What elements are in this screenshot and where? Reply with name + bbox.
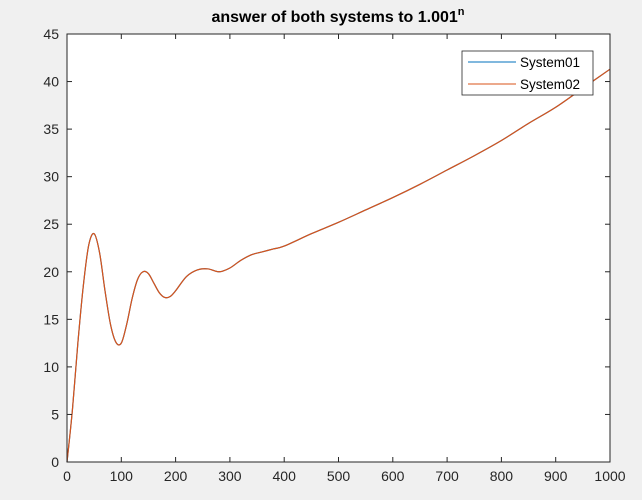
x-tick-label: 700 [435,468,459,484]
y-tick-label: 45 [43,26,59,42]
legend-box [461,50,594,96]
y-tick-label: 15 [43,311,59,327]
chart-title: answer of both systems to 1.001n [211,6,464,26]
y-tick-label: 30 [43,169,59,185]
y-tick-label: 35 [43,121,59,137]
x-axis: 0 100 200 300 400 500 600 700 800 900 1000 [63,34,626,484]
legend-label-system01: System01 [520,55,580,70]
plot-area [66,68,611,463]
axes-background[interactable] [67,34,610,462]
x-tick-label: 400 [273,468,297,484]
y-tick-label: 0 [51,454,59,470]
x-tick-label: 100 [110,468,134,484]
x-tick-label: 200 [164,468,188,484]
x-tick-label: 300 [218,468,242,484]
legend[interactable]: System01 System02 [461,50,594,96]
x-tick-label: 500 [327,468,351,484]
chart-title-text: answer of both systems to 1.001 [211,9,457,26]
x-tick-label: 0 [63,468,71,484]
legend-label-system02: System02 [520,77,580,92]
chart-title-superscript: n [458,6,465,18]
x-tick-label: 1000 [594,468,625,484]
x-tick-label: 900 [544,468,568,484]
y-tick-label: 5 [51,406,59,422]
x-tick-label: 600 [381,468,405,484]
y-axis: 0 5 10 15 20 25 30 35 40 45 [43,26,610,470]
y-tick-label: 40 [43,74,59,90]
series-line-system02 [66,68,611,463]
x-tick-label: 800 [490,468,514,484]
y-tick-label: 25 [43,216,59,232]
y-tick-label: 10 [43,359,59,375]
y-tick-label: 20 [43,264,59,280]
